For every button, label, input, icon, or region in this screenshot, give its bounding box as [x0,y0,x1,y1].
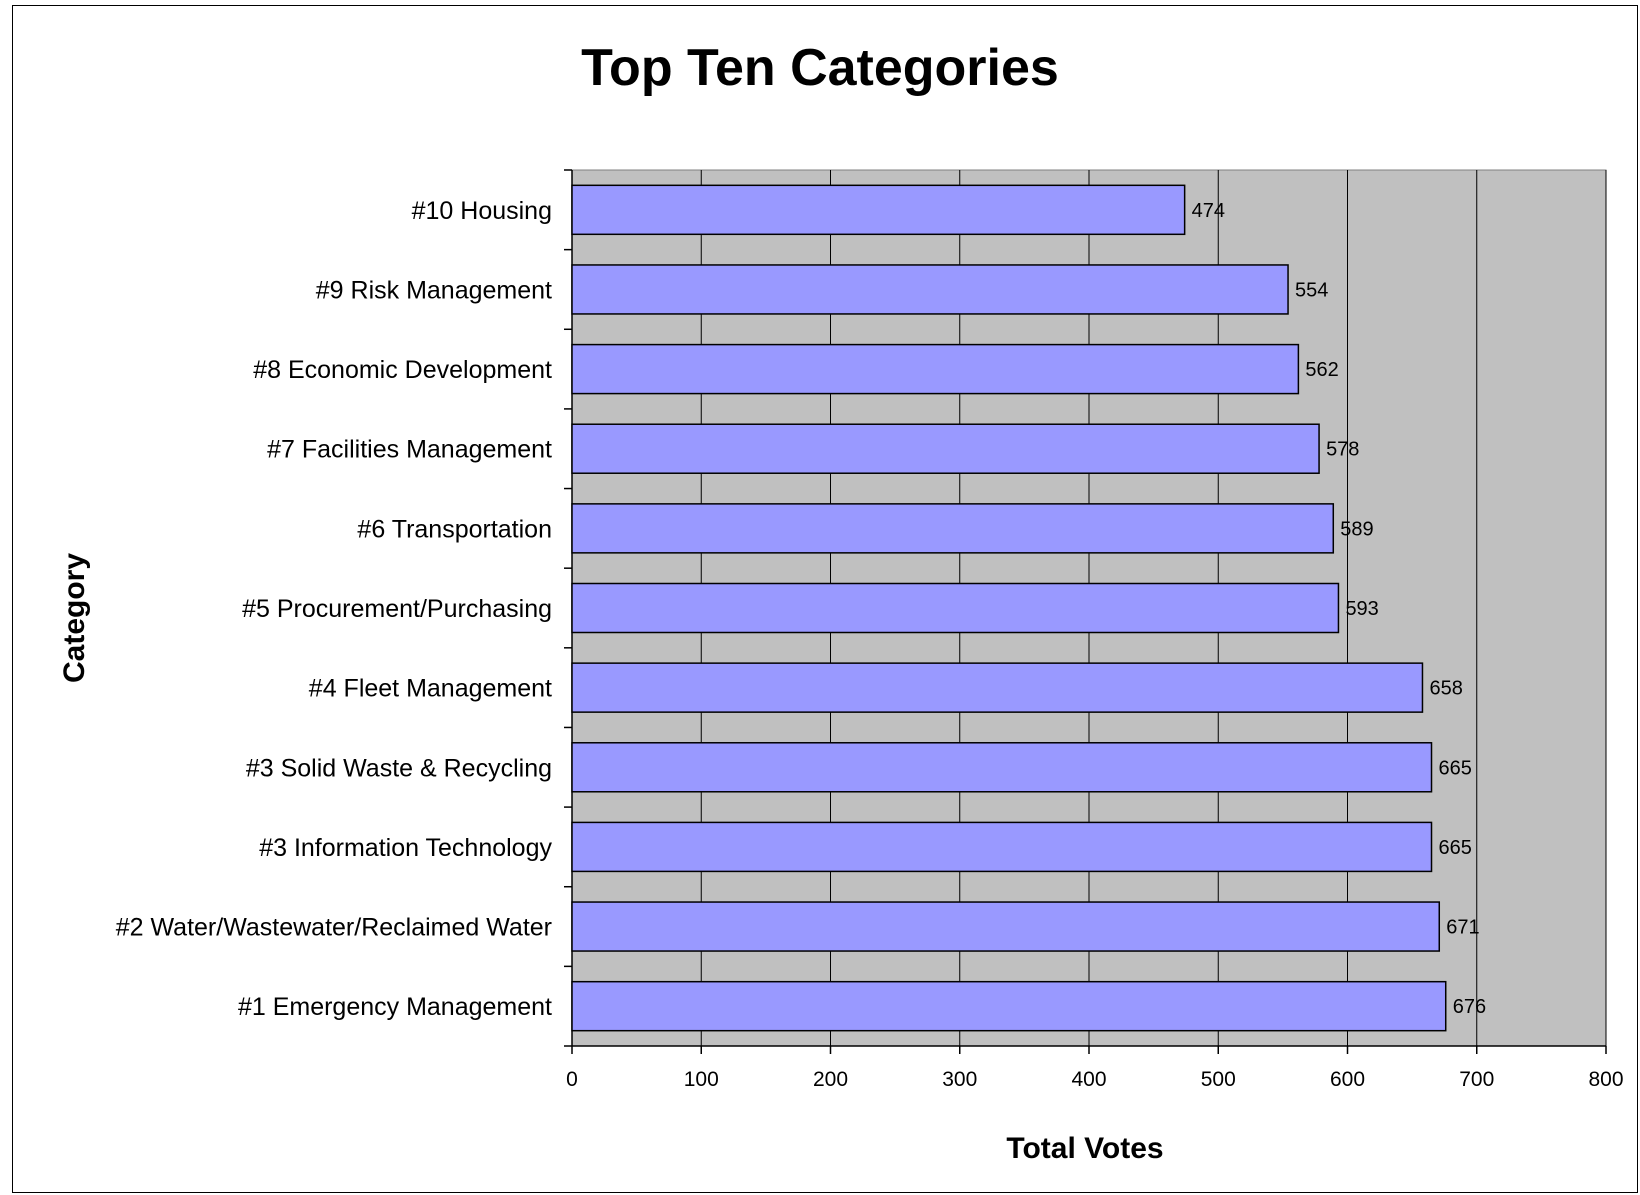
data-label: 671 [1446,917,1479,939]
x-tick-label: 200 [813,1068,848,1091]
data-label: 562 [1305,359,1338,381]
data-label: 578 [1326,439,1359,461]
chart-title: Top Ten Categories [581,39,1059,97]
x-tick-label: 0 [566,1068,578,1091]
bar [571,742,1433,793]
data-label: 665 [1439,757,1472,779]
x-tick-label: 300 [942,1068,977,1091]
x-tick-label: 600 [1330,1068,1365,1091]
bar [571,184,1186,236]
x-tick-label: 400 [1071,1068,1106,1091]
category-label: #6 Transportation [357,515,552,543]
data-label: 554 [1295,279,1328,301]
x-tick-label: 500 [1201,1068,1236,1091]
data-label: 665 [1439,837,1472,859]
x-tick-label: 800 [1588,1068,1623,1091]
category-label: #3 Information Technology [259,834,552,862]
category-label: #5 Procurement/Purchasing [242,595,552,623]
bar [571,423,1320,474]
bar [571,821,1433,873]
category-label: #4 Fleet Management [309,675,552,703]
data-label: 676 [1453,996,1486,1018]
category-label: #1 Emergency Management [238,993,552,1021]
category-label: #9 Risk Management [316,276,552,304]
bar [571,343,1300,395]
category-label: #7 Facilities Management [267,436,552,464]
x-tick-label: 700 [1459,1068,1494,1091]
x-axis-title: Total Votes [1006,1132,1164,1165]
bar [571,264,1289,315]
x-tick-label: 100 [684,1068,719,1091]
bar [571,503,1335,554]
category-label: #3 Solid Waste & Recycling [246,754,552,782]
data-label: 589 [1340,518,1373,540]
bar [571,980,1447,1032]
bar [571,662,1424,713]
data-label: 474 [1192,200,1225,222]
bar [571,582,1340,634]
bar [571,901,1441,952]
data-label: 593 [1345,598,1378,620]
data-label: 658 [1429,678,1462,700]
y-axis-title: Category [58,552,91,684]
category-label: #2 Water/Wastewater/Reclaimed Water [116,914,552,942]
category-label: #8 Economic Development [253,356,552,384]
category-label: #10 Housing [412,197,552,225]
